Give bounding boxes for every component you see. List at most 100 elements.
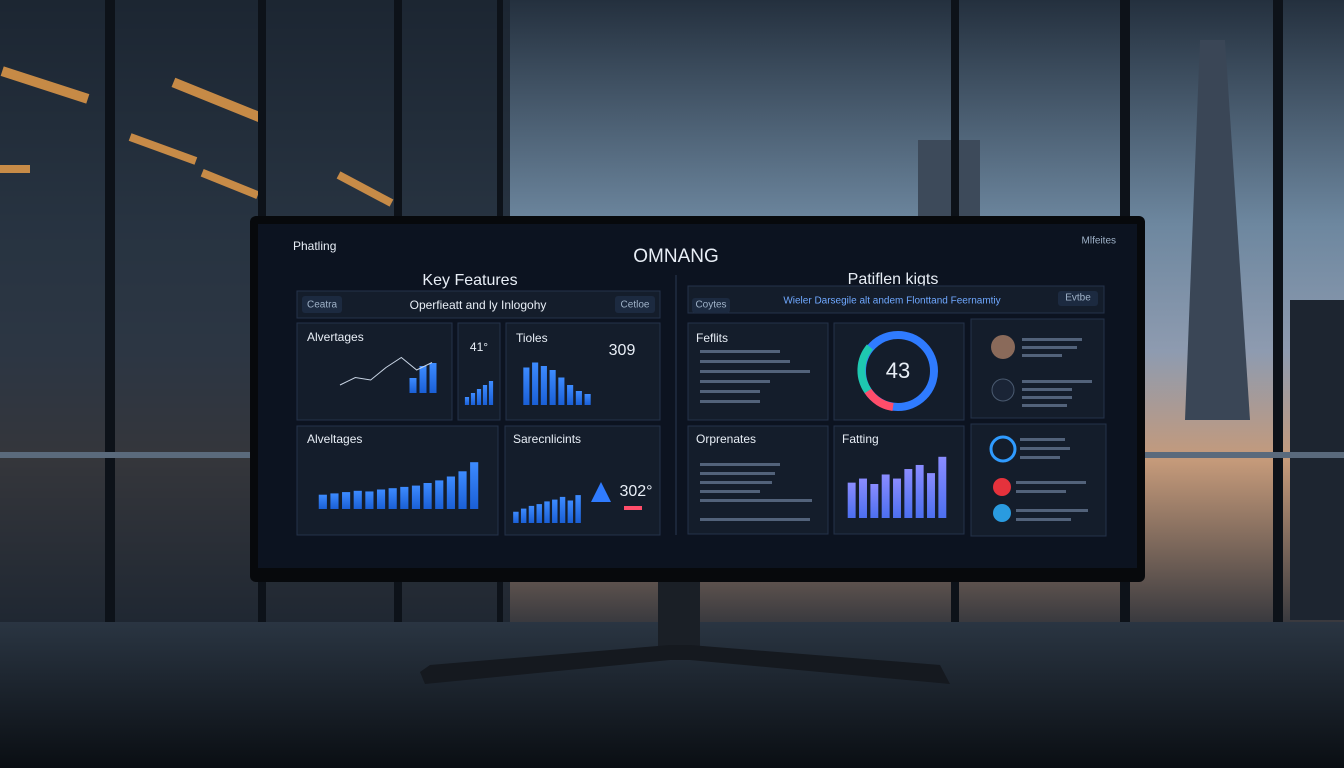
bar bbox=[549, 370, 556, 405]
toolbar-text: Wieler Darsegile alt andem Flonttand Fee… bbox=[783, 296, 1000, 307]
bar bbox=[330, 493, 339, 509]
bar bbox=[544, 501, 550, 523]
text-lines bbox=[700, 463, 812, 521]
bar bbox=[528, 505, 535, 523]
bar bbox=[429, 363, 437, 393]
bar bbox=[532, 362, 539, 405]
donut-segment bbox=[864, 388, 894, 411]
bar bbox=[513, 511, 519, 523]
icon bbox=[991, 378, 1015, 402]
triangle-icon bbox=[591, 482, 611, 502]
bar bbox=[409, 378, 417, 393]
bar bbox=[567, 385, 574, 405]
indicator bbox=[624, 506, 642, 510]
bar bbox=[567, 500, 574, 523]
bar bbox=[435, 480, 444, 509]
bar bbox=[559, 496, 566, 523]
panel-title: Alveltages bbox=[307, 432, 362, 446]
ceiling-lights bbox=[0, 66, 394, 207]
panel-title: Sarecnlicints bbox=[513, 432, 581, 446]
avatar bbox=[991, 335, 1015, 359]
icon bbox=[993, 504, 1011, 522]
bar bbox=[482, 385, 488, 405]
button-label[interactable]: Evtbe bbox=[1065, 293, 1091, 304]
bar bbox=[400, 486, 409, 509]
panel-title: Fatting bbox=[842, 432, 879, 446]
bar bbox=[470, 393, 476, 405]
bar bbox=[575, 391, 582, 405]
bar bbox=[558, 377, 565, 405]
logo: Phatling bbox=[293, 239, 336, 253]
panel bbox=[505, 322, 661, 421]
bar bbox=[488, 381, 494, 405]
bar bbox=[859, 478, 867, 518]
bar bbox=[342, 492, 351, 509]
icon bbox=[993, 478, 1011, 496]
donut-value: 43 bbox=[886, 358, 910, 383]
bar bbox=[419, 366, 427, 393]
toolbar-text: Operfieatt and ly Inlogohy bbox=[410, 298, 547, 312]
bar bbox=[353, 490, 362, 509]
bar bbox=[893, 478, 901, 518]
donut-segment bbox=[857, 344, 874, 394]
bar bbox=[464, 397, 470, 405]
bar bbox=[540, 366, 547, 405]
bar bbox=[411, 485, 421, 509]
text-lines bbox=[1016, 438, 1088, 521]
bar bbox=[388, 488, 397, 509]
bar bbox=[470, 462, 479, 509]
bar bbox=[575, 495, 581, 523]
panel-value: 302° bbox=[619, 483, 652, 500]
bar bbox=[870, 484, 879, 518]
panel-title: Orprenates bbox=[696, 432, 756, 446]
panel-title: Alvertages bbox=[307, 330, 364, 344]
bar bbox=[938, 456, 947, 518]
button[interactable] bbox=[302, 296, 342, 313]
panel-title: 41° bbox=[470, 340, 488, 354]
bar bbox=[584, 394, 591, 405]
bar bbox=[523, 367, 530, 405]
panel bbox=[457, 322, 501, 421]
building bbox=[918, 140, 980, 230]
panel-title: Feflits bbox=[696, 331, 728, 345]
bar bbox=[927, 473, 935, 518]
bar bbox=[847, 482, 856, 518]
panel bbox=[687, 425, 829, 535]
bar bbox=[536, 504, 542, 523]
panel-value: 309 bbox=[609, 342, 636, 359]
toolbar bbox=[296, 290, 661, 319]
bar bbox=[376, 489, 386, 509]
bar bbox=[881, 474, 890, 518]
building bbox=[1290, 300, 1344, 620]
bar bbox=[520, 508, 527, 523]
monitor-neck bbox=[658, 578, 700, 648]
tower bbox=[1185, 40, 1250, 420]
button[interactable] bbox=[1058, 291, 1098, 306]
line-series bbox=[339, 356, 433, 386]
bar bbox=[446, 476, 455, 509]
section-heading: Patiflen kigts bbox=[848, 271, 939, 288]
bar bbox=[904, 469, 913, 518]
bar bbox=[365, 491, 374, 509]
bar bbox=[476, 389, 482, 405]
monitor-base bbox=[420, 645, 950, 684]
button[interactable] bbox=[615, 296, 655, 313]
app-title: OMNANG bbox=[633, 246, 719, 267]
section-heading: Key Features bbox=[422, 272, 517, 289]
text-lines bbox=[700, 350, 810, 403]
bar bbox=[318, 494, 327, 509]
toolbar bbox=[687, 285, 1105, 314]
icon bbox=[989, 435, 1017, 463]
panel-title: Tioles bbox=[516, 331, 548, 345]
bar bbox=[915, 464, 924, 518]
button-label[interactable]: Ceatra bbox=[307, 300, 337, 311]
button-label[interactable]: Coytes bbox=[695, 300, 726, 311]
bar bbox=[458, 471, 467, 509]
button-label[interactable]: Cetloe bbox=[621, 300, 650, 311]
bar bbox=[423, 483, 432, 509]
bar bbox=[552, 499, 558, 523]
button[interactable] bbox=[692, 298, 730, 313]
panel bbox=[970, 318, 1105, 419]
